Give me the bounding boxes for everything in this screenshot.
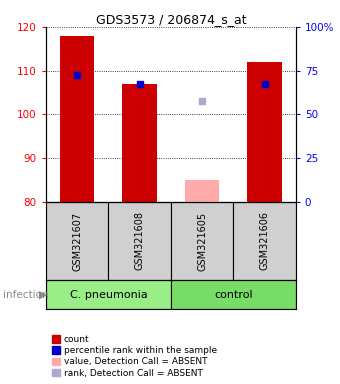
- Bar: [171, 280, 296, 309]
- Text: ▶: ▶: [39, 290, 48, 300]
- Text: GSM321606: GSM321606: [259, 212, 270, 270]
- Legend: count, percentile rank within the sample, value, Detection Call = ABSENT, rank, : count, percentile rank within the sample…: [50, 333, 219, 379]
- Text: GSM321607: GSM321607: [72, 212, 82, 270]
- Text: infection: infection: [3, 290, 49, 300]
- Bar: [122, 84, 157, 202]
- Bar: [108, 202, 171, 280]
- Bar: [233, 202, 296, 280]
- Bar: [185, 180, 219, 202]
- Text: GSM321608: GSM321608: [135, 212, 144, 270]
- Bar: [248, 62, 282, 202]
- Text: control: control: [214, 290, 253, 300]
- Text: C. pneumonia: C. pneumonia: [69, 290, 147, 300]
- Bar: [60, 36, 94, 202]
- Text: GSM321605: GSM321605: [197, 212, 207, 270]
- Title: GDS3573 / 206874_s_at: GDS3573 / 206874_s_at: [96, 13, 246, 26]
- Bar: [46, 280, 171, 309]
- Bar: [171, 202, 233, 280]
- Bar: [46, 202, 108, 280]
